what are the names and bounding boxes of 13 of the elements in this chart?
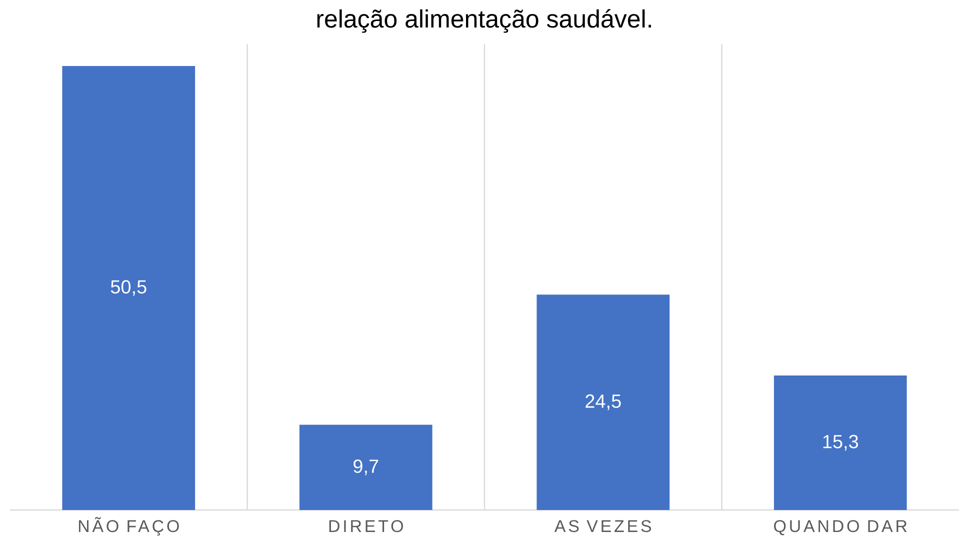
bar (536, 294, 670, 510)
data-label: 9,7 (354, 459, 378, 476)
x-tick-label: QUANDO DAR (774, 520, 907, 536)
x-tick-label: DIRETO (329, 520, 403, 532)
data-label: 50,5 (110, 280, 146, 296)
x-tick-label: NÃO FAÇO (78, 517, 179, 536)
bar (299, 424, 432, 510)
chart-title: relação alimentação saudável. (317, 9, 651, 33)
data-label: 15,3 (823, 434, 858, 451)
x-tick-label: AS VEZES (554, 520, 652, 532)
data-label: 24,5 (586, 394, 621, 410)
bar (774, 375, 907, 510)
bar (62, 66, 196, 510)
